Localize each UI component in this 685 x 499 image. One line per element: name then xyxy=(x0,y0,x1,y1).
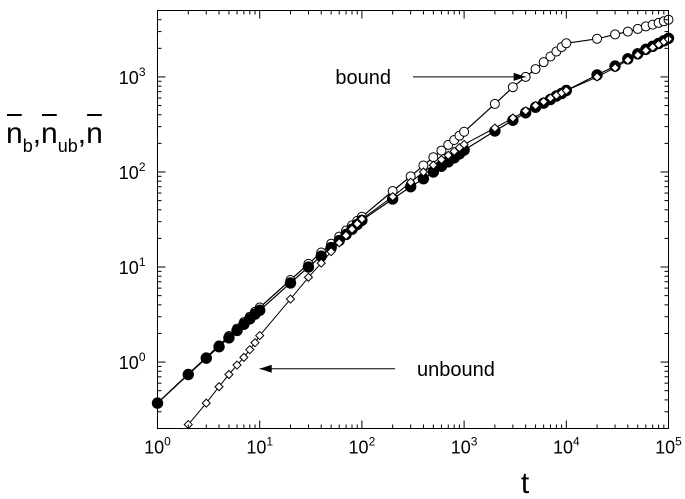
y-label-subscript: b xyxy=(23,136,33,156)
x-tick-label: 102 xyxy=(349,435,376,458)
x-tick-label: 100 xyxy=(144,435,171,458)
data-point xyxy=(387,191,398,202)
data-point xyxy=(592,72,602,82)
data-point xyxy=(245,344,255,355)
data-point xyxy=(530,100,541,111)
y-label-subscript: ub xyxy=(58,136,78,156)
y-label-separator: , xyxy=(78,117,86,150)
data-point xyxy=(623,55,633,65)
data-point xyxy=(592,33,603,44)
data-point xyxy=(633,50,643,60)
data-point xyxy=(418,167,429,177)
data-point xyxy=(223,332,235,344)
data-point xyxy=(352,219,362,229)
data-point xyxy=(201,398,211,408)
data-point xyxy=(316,258,326,268)
x-tick-label: 103 xyxy=(451,435,478,458)
data-point xyxy=(641,45,651,56)
data-point xyxy=(428,152,439,163)
data-point xyxy=(508,113,518,123)
data-point xyxy=(326,246,336,257)
data-point xyxy=(302,261,315,273)
series-filled-circle xyxy=(151,32,675,409)
data-point xyxy=(561,38,572,49)
data-point xyxy=(213,341,225,353)
data-point xyxy=(622,26,633,37)
data-point xyxy=(285,294,296,304)
data-point xyxy=(254,304,266,317)
data-point xyxy=(182,368,194,381)
annotation-label: unbound xyxy=(417,359,495,381)
data-point xyxy=(405,177,416,187)
x-axis-label: t xyxy=(521,467,530,499)
arrow-head xyxy=(513,72,526,81)
data-point xyxy=(489,98,500,109)
data-point xyxy=(284,277,297,289)
data-point xyxy=(530,64,541,75)
data-point xyxy=(436,154,447,165)
y-tick-label: 103 xyxy=(119,65,146,88)
annotations: bound unbound xyxy=(259,67,526,381)
x-tick-label: 105 xyxy=(655,435,682,458)
data-point xyxy=(520,106,531,116)
data-point xyxy=(428,160,439,170)
arrow-head xyxy=(259,364,272,373)
data-point xyxy=(610,63,620,73)
x-tick-label: 104 xyxy=(553,435,580,458)
data-point xyxy=(254,330,265,341)
data-point xyxy=(239,352,249,363)
y-label-symbol: n xyxy=(86,117,103,150)
y-axis-ticks: 100 101 102 103 xyxy=(119,10,669,429)
y-tick-label: 100 xyxy=(119,350,146,373)
y-label-symbol: n xyxy=(41,117,58,150)
data-point xyxy=(334,238,344,248)
data-point xyxy=(459,139,469,150)
data-point xyxy=(200,352,212,364)
y-label-symbol: n xyxy=(6,117,23,150)
data-point xyxy=(490,123,500,133)
data-point xyxy=(357,214,367,224)
data-point xyxy=(250,337,260,348)
series-layer xyxy=(151,14,675,430)
data-point xyxy=(610,29,621,40)
data-point xyxy=(507,82,518,93)
y-label-separator: , xyxy=(33,117,41,150)
series-line xyxy=(157,37,669,404)
data-point xyxy=(341,230,351,241)
data-point xyxy=(232,360,242,370)
data-point xyxy=(561,85,572,96)
y-tick-label: 102 xyxy=(119,160,146,183)
data-point xyxy=(449,146,459,157)
y-tick-label: 101 xyxy=(119,255,146,278)
x-tick-label: 101 xyxy=(246,435,273,458)
data-point xyxy=(538,96,549,107)
annotation-label: bound xyxy=(335,67,391,89)
data-point xyxy=(214,382,224,392)
data-point xyxy=(647,42,658,53)
data-point xyxy=(303,272,314,282)
data-point xyxy=(443,150,453,160)
y-axis-label: n b, n ub, n xyxy=(6,114,103,156)
series-open-diamond xyxy=(183,34,674,430)
x-axis-ticks: 100 101 102 103 104 105 xyxy=(144,10,682,458)
data-point xyxy=(347,224,357,234)
data-point xyxy=(224,369,234,380)
data-point xyxy=(538,57,549,68)
plot-frame xyxy=(157,10,669,429)
data-point xyxy=(459,126,470,137)
